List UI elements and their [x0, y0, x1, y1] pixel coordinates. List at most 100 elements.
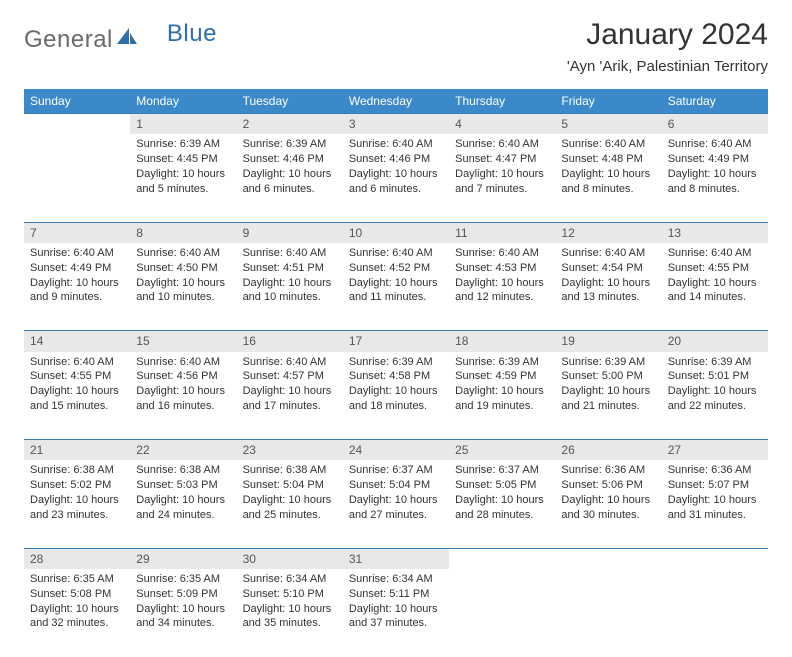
sunset-label: Sunset:	[136, 262, 173, 274]
daylight-line: Daylight: 10 hours and 8 minutes.	[561, 167, 655, 197]
day-number: 20	[662, 331, 768, 351]
sunrise-line: Sunrise: 6:40 AM	[455, 246, 549, 261]
sunset-value: 4:58 PM	[389, 370, 430, 382]
day-cell: Sunrise: 6:40 AMSunset: 4:47 PMDaylight:…	[449, 134, 555, 222]
daylight-line: Daylight: 10 hours and 32 minutes.	[30, 602, 124, 632]
sunrise-value: 6:39 AM	[392, 356, 432, 368]
day-cell: Sunrise: 6:39 AMSunset: 4:46 PMDaylight:…	[237, 134, 343, 222]
daynum-row: 78910111213	[24, 222, 768, 243]
sunset-label: Sunset:	[561, 370, 598, 382]
daylight-label: Daylight:	[668, 168, 711, 180]
sunrise-label: Sunrise:	[349, 464, 389, 476]
daylight-line: Daylight: 10 hours and 34 minutes.	[136, 602, 230, 632]
daylight-label: Daylight:	[561, 494, 604, 506]
day-cell: Sunrise: 6:40 AMSunset: 4:48 PMDaylight:…	[555, 134, 661, 222]
day-number	[555, 549, 661, 553]
sunset-label: Sunset:	[136, 479, 173, 491]
sunrise-value: 6:36 AM	[605, 464, 645, 476]
daylight-line: Daylight: 10 hours and 6 minutes.	[243, 167, 337, 197]
daylight-label: Daylight:	[668, 277, 711, 289]
sunset-label: Sunset:	[30, 479, 67, 491]
sunset-line: Sunset: 4:58 PM	[349, 369, 443, 384]
sunrise-line: Sunrise: 6:40 AM	[349, 137, 443, 152]
sunrise-line: Sunrise: 6:40 AM	[243, 355, 337, 370]
day-cell: Sunrise: 6:40 AMSunset: 4:51 PMDaylight:…	[237, 243, 343, 331]
daylight-label: Daylight:	[136, 277, 179, 289]
sunrise-value: 6:36 AM	[711, 464, 751, 476]
daylight-label: Daylight:	[561, 168, 604, 180]
brand-part-2: Blue	[167, 20, 217, 48]
week-row: Sunrise: 6:40 AM Sunset: 4:55 PM Daylight:…	[24, 352, 768, 440]
sunrise-value: 6:37 AM	[499, 464, 539, 476]
sunrise-value: 6:39 AM	[605, 356, 645, 368]
weekday-header: Monday	[130, 89, 236, 114]
sunrise-value: 6:40 AM	[180, 247, 220, 259]
sunset-value: 5:08 PM	[70, 588, 111, 600]
sunrise-label: Sunrise:	[136, 247, 176, 259]
sunrise-line: Sunrise: 6:35 AM	[136, 572, 230, 587]
day-cell: Sunrise: 6:36 AMSunset: 5:07 PMDaylight:…	[662, 460, 768, 548]
sunset-label: Sunset:	[668, 262, 705, 274]
sunset-line: Sunset: 5:09 PM	[136, 587, 230, 602]
sunset-label: Sunset:	[243, 262, 280, 274]
week-row: Sunrise: 6:39 AMSunset: 4:45 PMDaylight:…	[24, 134, 768, 222]
day-cell: Sunrise: 6:39 AMSunset: 4:58 PMDaylight:…	[343, 352, 449, 440]
sunset-value: 4:55 PM	[708, 262, 749, 274]
sunset-line: Sunset: 5:11 PM	[349, 587, 443, 602]
sunrise-line: Sunrise: 6:40 AM	[561, 137, 655, 152]
sunrise-line: Sunrise: 6:40 AM	[668, 137, 762, 152]
day-details: Sunrise: 6:39 AMSunset: 4:58 PMDaylight:…	[343, 352, 449, 420]
day-cell	[555, 569, 661, 657]
daylight-label: Daylight:	[455, 385, 498, 397]
sunrise-line: Sunrise: 6:37 AM	[349, 463, 443, 478]
sunrise-line: Sunrise: 6:39 AM	[136, 137, 230, 152]
week-row: Sunrise: 6:35 AMSunset: 5:08 PMDaylight:…	[24, 569, 768, 657]
sunrise-label: Sunrise:	[561, 464, 601, 476]
title-block: January 2024 'Ayn 'Arik, Palestinian Ter…	[567, 18, 768, 75]
day-details: Sunrise: 6:39 AMSunset: 5:00 PMDaylight:…	[555, 352, 661, 420]
day-number: 28	[24, 549, 130, 569]
sunset-label: Sunset:	[561, 153, 598, 165]
daylight-line: Daylight: 10 hours and 19 minutes.	[455, 384, 549, 414]
sunset-value: 5:01 PM	[708, 370, 749, 382]
sunset-label: Sunset:	[136, 370, 173, 382]
sunset-label: Sunset:	[30, 370, 67, 382]
sunset-line: Sunset: 4:51 PM	[243, 261, 337, 276]
daylight-label: Daylight:	[30, 603, 73, 615]
daylight-label: Daylight:	[30, 494, 73, 506]
day-cell: Sunrise: 6:39 AMSunset: 4:45 PMDaylight:…	[130, 134, 236, 222]
daylight-line: Daylight: 10 hours and 11 minutes.	[349, 276, 443, 306]
daylight-label: Daylight:	[136, 494, 179, 506]
sunset-value: 4:46 PM	[389, 153, 430, 165]
sunrise-value: 6:39 AM	[711, 356, 751, 368]
sunset-value: 5:05 PM	[496, 479, 537, 491]
daynum-row: 123456	[24, 114, 768, 135]
day-cell: Sunrise: 6:39 AMSunset: 5:01 PMDaylight:…	[662, 352, 768, 440]
day-cell: Sunrise: 6:40 AMSunset: 4:46 PMDaylight:…	[343, 134, 449, 222]
header: General Blue January 2024 'Ayn 'Arik, Pa…	[24, 18, 768, 75]
daylight-label: Daylight:	[668, 494, 711, 506]
calendar-grid: SundayMondayTuesdayWednesdayThursdayFrid…	[24, 89, 768, 657]
day-details: Sunrise: 6:40 AMSunset: 4:46 PMDaylight:…	[343, 134, 449, 202]
day-number: 26	[555, 440, 661, 460]
day-details: Sunrise: 6:40 AMSunset: 4:49 PMDaylight:…	[662, 134, 768, 202]
daylight-label: Daylight:	[243, 603, 286, 615]
weekday-header: Saturday	[662, 89, 768, 114]
sunrise-label: Sunrise:	[349, 247, 389, 259]
day-cell: Sunrise: 6:40 AMSunset: 4:49 PMDaylight:…	[24, 243, 130, 331]
sunrise-line: Sunrise: 6:34 AM	[243, 572, 337, 587]
sunset-line: Sunset: 5:03 PM	[136, 478, 230, 493]
sunset-line: Sunset: 4:55 PM	[30, 369, 124, 384]
sunset-line: Sunset: 4:55 PM	[668, 261, 762, 276]
daynum-row: 21222324252627	[24, 440, 768, 461]
day-details: Sunrise: 6:39 AMSunset: 4:45 PMDaylight:…	[130, 134, 236, 202]
sunset-value: 4:53 PM	[496, 262, 537, 274]
sunset-line: Sunset: 4:46 PM	[243, 152, 337, 167]
weekday-header: Thursday	[449, 89, 555, 114]
day-details: Sunrise: 6:38 AMSunset: 5:02 PMDaylight:…	[24, 460, 130, 528]
sunrise-line: Sunrise: 6:36 AM	[668, 463, 762, 478]
daylight-label: Daylight:	[455, 168, 498, 180]
sunrise-line: Sunrise: 6:35 AM	[30, 572, 124, 587]
sunset-label: Sunset:	[561, 479, 598, 491]
sunset-label: Sunset:	[455, 262, 492, 274]
